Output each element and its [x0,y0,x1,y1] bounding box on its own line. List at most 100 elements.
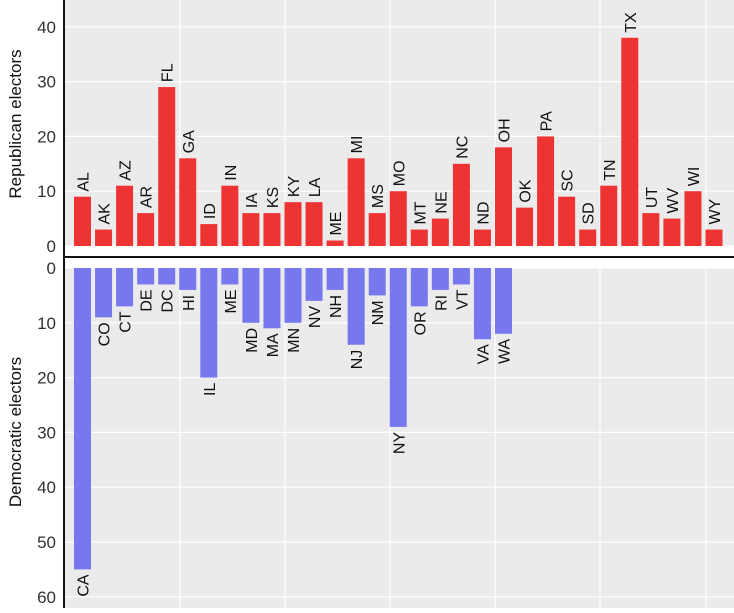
republican-bar-fl [158,87,176,246]
republican-bar-az [116,185,134,246]
republican-bar-ak [95,229,113,246]
democratic-bar-mn [284,268,302,323]
republican-bar-label-tn: TN [602,159,619,180]
democratic-bar-label-nh: NH [328,295,345,318]
democratic-bar-dc [158,268,176,285]
republican-bar-label-sd: SD [581,202,598,224]
republican-bar-label-sc: SC [560,169,577,191]
republican-bar-label-fl: FL [160,63,177,82]
democratic-bar-de [137,268,155,285]
republican-bar-nd [473,229,491,246]
bottom-y-tick-label: 30 [37,423,56,442]
democratic-bar-il [200,268,218,378]
democratic-bar-label-nj: NJ [349,350,366,370]
democratic-bar-ny [389,268,407,427]
republican-bar-ga [179,158,197,246]
democratic-bar-label-wa: WA [497,338,514,364]
republican-bar-label-ne: NE [433,191,450,213]
republican-bar-label-wi: WI [686,167,703,187]
republican-bar-label-az: AZ [118,160,135,181]
republican-bar-la [305,202,323,246]
top-y-tick-label: 30 [37,73,56,92]
democratic-bar-nv [305,268,323,301]
democratic-bar-label-ri: RI [433,295,450,311]
republican-bar-label-me: ME [328,212,345,236]
republican-bar-sc [558,196,576,246]
republican-bar-label-ks: KS [265,187,282,208]
republican-bar-id [200,224,218,246]
republican-bar-label-ky: KY [286,175,303,197]
republican-bar-label-mo: MO [391,160,408,186]
democratic-bar-label-mn: MN [286,328,303,353]
democratic-bar-md [242,268,260,323]
democratic-bar-or [410,268,428,307]
bottom-y-tick-label: 50 [37,533,56,552]
republican-bar-wy [705,229,723,246]
democratic-bar-hi [179,268,197,290]
democratic-bar-label-nm: NM [370,300,387,325]
republican-bar-label-ia: IA [244,193,261,208]
republican-bar-label-ut: UT [644,187,661,209]
republican-bar-mt [410,229,428,246]
democratic-bar-label-md: MD [244,328,261,353]
democratic-bar-label-hi: HI [181,295,198,311]
republican-bar-label-wy: WY [707,198,724,224]
republican-bar-label-wv: WV [665,187,682,213]
republican-bar-label-id: ID [202,203,219,219]
republican-bar-ar [137,213,155,246]
republican-bar-nc [452,163,470,246]
democratic-bar-va [473,268,491,340]
democratic-bar-label-co: CO [97,322,114,346]
republican-bar-in [221,185,239,246]
democratic-bar-nm [368,268,386,296]
bottom-y-tick-label: 60 [37,588,56,607]
democratic-bar-label-nv: NV [307,306,324,329]
democratic-bar-label-dc: DC [160,289,177,312]
democratic-bar-label-or: OR [412,311,429,335]
republican-bar-label-in: IN [223,165,240,181]
democratic-bar-label-ct: CT [118,311,135,333]
republican-bar-tn [600,185,618,246]
democratic-bar-co [95,268,113,318]
republican-bar-label-tx: TX [623,12,640,33]
republican-bar-al [74,196,91,246]
top-y-tick-label: 10 [37,182,56,201]
republican-bar-tx [621,37,639,247]
top-y-tick-label: 0 [47,237,56,256]
republican-bar-wi [684,191,702,246]
democratic-bar-label-il: IL [202,382,219,395]
republican-bar-label-nd: ND [475,201,492,224]
republican-bar-label-oh: OH [497,118,514,142]
republican-bar-label-pa: PA [539,111,556,131]
republican-bar-me [326,240,344,246]
democratic-bar-label-va: VA [475,344,492,364]
democratic-bar-label-ma: MA [265,333,282,357]
republican-bar-ia [242,213,260,246]
republican-bar-label-ak: AK [97,203,114,225]
bottom-y-tick-label: 20 [37,369,56,388]
republican-bar-oh [495,147,512,246]
democratic-bar-nh [326,268,344,290]
republican-bar-wv [663,218,681,246]
republican-bar-label-ar: AR [139,186,156,208]
democratic-bar-me [221,268,239,285]
democratic-bar-ri [431,268,449,290]
republican-bar-label-mi: MI [349,136,366,154]
bottom-y-tick-label: 10 [37,314,56,333]
republican-bar-ok [516,207,534,246]
democratic-bar-ma [263,268,281,329]
democratic-bar-label-vt: VT [454,289,471,310]
democratic-bar-ca [74,268,91,570]
democratic-bar-label-ny: NY [391,432,408,455]
republican-bar-ms [368,213,386,246]
republican-bar-label-ga: GA [181,130,198,153]
republican-bar-ne [431,218,449,246]
republican-bar-ut [642,213,660,246]
republican-bar-mo [389,191,407,246]
top-y-tick-label: 40 [37,18,56,37]
democratic-bar-label-me: ME [223,289,240,313]
democratic-bar-vt [452,268,470,285]
bottom-y-tick-label: 40 [37,478,56,497]
